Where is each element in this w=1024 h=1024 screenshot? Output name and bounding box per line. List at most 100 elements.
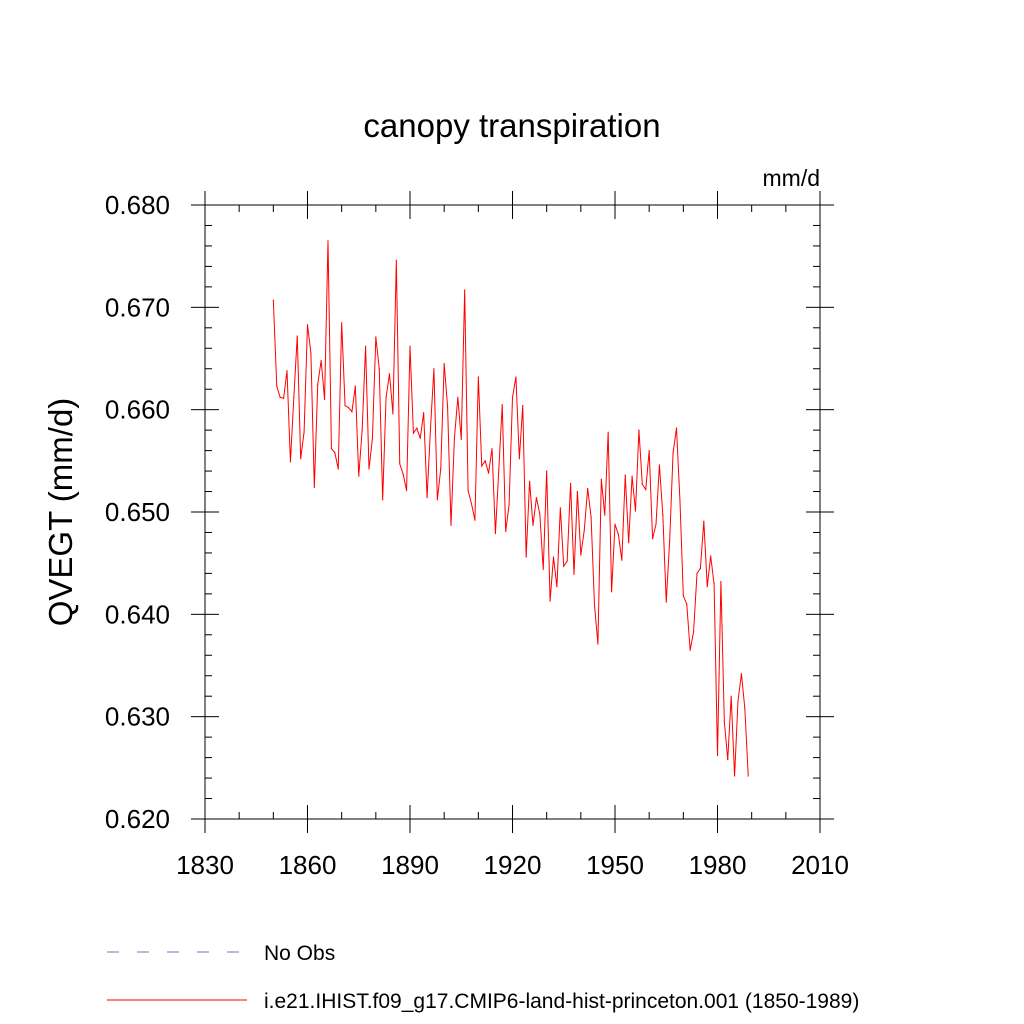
data-point [532, 524, 534, 526]
data-point [491, 447, 493, 450]
x-tick-labels: 1830 1860 1890 1920 1950 1980 2010 [176, 850, 849, 880]
data-point [382, 499, 384, 501]
data-point [587, 487, 589, 490]
data-point [590, 516, 592, 518]
data-point [583, 529, 585, 532]
data-point [610, 591, 613, 593]
y-tick-label: 0.640 [105, 599, 170, 629]
data-point [696, 572, 698, 575]
data-point [686, 603, 688, 605]
data-point [446, 406, 449, 408]
data-point [744, 707, 746, 710]
data-point [706, 586, 708, 588]
data-point [692, 631, 695, 633]
data-point [518, 458, 520, 460]
data-point [320, 359, 322, 362]
data-point [634, 510, 637, 512]
data-point [440, 468, 442, 470]
data-point [327, 240, 329, 242]
data-point [289, 461, 292, 463]
data-point [358, 475, 360, 477]
plot-area: 1830 1860 1890 1920 1950 1980 2010 0.6200.6300… [105, 190, 849, 880]
data-point [399, 463, 401, 465]
data-point [566, 560, 568, 562]
data-point [569, 482, 572, 484]
data-point [436, 499, 438, 501]
data-point [464, 289, 466, 291]
data-point [505, 530, 507, 533]
data-point [645, 488, 647, 491]
data-point [279, 396, 281, 398]
data-point [484, 460, 486, 462]
data-point [617, 533, 620, 536]
data-point [559, 507, 561, 509]
x-tick-label: 1980 [689, 850, 747, 880]
data-point [713, 583, 715, 585]
data-point [330, 447, 333, 450]
data-point [730, 695, 732, 697]
data-point [450, 524, 452, 526]
y-tick-label: 0.650 [105, 497, 170, 527]
data-point [597, 643, 599, 645]
data-point [487, 472, 490, 474]
data-point [419, 437, 421, 439]
data-point [306, 324, 309, 326]
data-point [641, 483, 643, 485]
data-point [354, 385, 356, 387]
data-point [395, 259, 397, 261]
data-point [457, 396, 459, 398]
data-point [392, 413, 394, 415]
data-point [546, 470, 548, 472]
data-point [662, 514, 664, 516]
data-point [515, 376, 517, 378]
data-point [682, 595, 684, 597]
data-point [501, 403, 503, 406]
data-point [481, 465, 483, 467]
x-tick-label: 1920 [484, 850, 542, 880]
data-point [477, 376, 479, 378]
y-tick-label: 0.620 [105, 804, 170, 834]
data-point [402, 473, 404, 475]
data-point [665, 601, 667, 603]
data-point [293, 396, 295, 398]
data-point [494, 532, 497, 535]
data-point [648, 450, 650, 452]
data-point [720, 580, 722, 583]
data-point [361, 429, 363, 431]
data-point [631, 475, 633, 477]
data-point [552, 556, 555, 558]
data-point [528, 480, 531, 482]
data-point [409, 345, 411, 347]
legend-label-no-obs: No Obs [264, 942, 335, 965]
data-point [710, 555, 712, 557]
plot-frame [204, 204, 821, 820]
data-point [522, 404, 524, 407]
data-point [607, 431, 609, 433]
data-point [303, 431, 305, 433]
data-point [412, 432, 415, 434]
data-point [467, 489, 469, 492]
data-point [453, 437, 456, 439]
data-point [672, 452, 674, 454]
data-point [433, 368, 435, 370]
x-tick-label: 1830 [176, 850, 234, 880]
data-point [703, 520, 705, 522]
data-point [723, 721, 725, 723]
data-point [556, 586, 558, 588]
data-point [313, 486, 315, 489]
data-point [334, 452, 336, 454]
data-point [614, 523, 616, 525]
data-point [600, 478, 602, 480]
data-point [341, 322, 343, 324]
axis-ticks [191, 191, 834, 833]
x-tick-label: 1890 [381, 850, 439, 880]
y-tick-label: 0.630 [105, 702, 170, 732]
data-point [580, 554, 582, 556]
data-point [429, 427, 432, 429]
data-point [276, 385, 278, 387]
data-point [351, 411, 353, 413]
data-point [747, 775, 749, 777]
series-points [272, 240, 749, 777]
data-point [474, 519, 476, 521]
